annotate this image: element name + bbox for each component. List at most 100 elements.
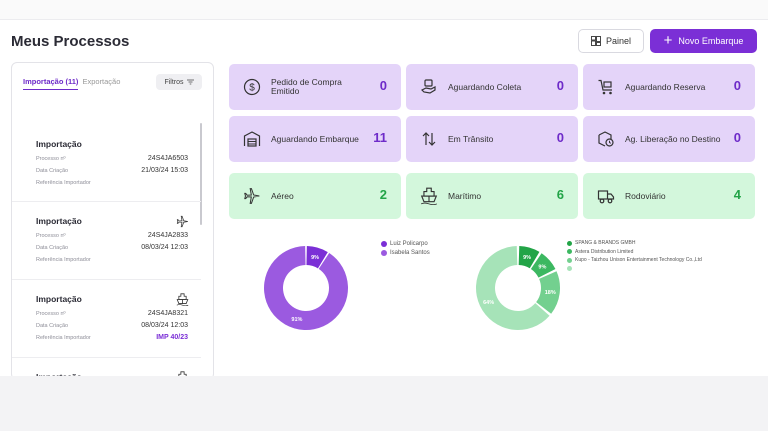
list-item[interactable]: Importação Processo nº 24S4JA8321 Data Cr…	[12, 280, 201, 358]
cart-icon	[597, 78, 615, 96]
processo-row: Processo nº 24S4JA2833	[36, 232, 188, 239]
data-label: 9%	[538, 265, 546, 271]
processo-row: Processo nº 24S4JA6503	[36, 155, 188, 162]
legend-label: Isabela Santos	[390, 249, 430, 256]
card-value: 2	[379, 187, 387, 202]
tab-importacao[interactable]: Importação (11)	[23, 77, 79, 90]
donut-slice[interactable]	[306, 246, 328, 269]
card-label: Marítimo	[448, 190, 482, 201]
card-value: 0	[733, 130, 741, 145]
data-value: 08/03/24 12:03	[141, 244, 188, 251]
data-row: Data Criação 21/03/24 15:03	[36, 167, 188, 174]
donut-chart-importadores: 9% 9% 18% 64%	[476, 246, 560, 330]
card-value: 0	[733, 78, 741, 93]
data-label: Data Criação	[36, 168, 69, 174]
plus-icon: +	[663, 31, 673, 49]
legend-label: Astera Distribution Limited	[575, 248, 634, 255]
top-strip	[0, 0, 768, 20]
ref-label: Referência Importador	[36, 335, 91, 341]
airplane-icon	[243, 187, 261, 205]
ref-row: Referência Importador IMP 40/23	[36, 334, 188, 341]
data-label: Data Criação	[36, 323, 69, 329]
legend-item: Kupo - Taizhou Unison Entertainment Tech…	[567, 256, 702, 265]
legend-item: SPANG & BRANDS GMBH	[567, 239, 702, 248]
tab-exportacao[interactable]: Exportação	[82, 77, 121, 86]
donut-chart-responsaveis: 9% 91%	[264, 246, 348, 330]
airplane-icon	[176, 215, 188, 228]
scrollbar[interactable]	[200, 123, 202, 225]
hand-box-icon	[420, 78, 438, 96]
donut-slice[interactable]	[536, 271, 560, 314]
data-label: 64%	[483, 300, 494, 306]
legend-dot	[381, 240, 387, 247]
card-ag-liberacao[interactable]: Ag. Liberação no Destino 0	[583, 116, 755, 162]
card-aguardando-reserva[interactable]: Aguardando Reserva 0	[583, 64, 755, 110]
card-rodoviario[interactable]: Rodoviário 4	[583, 173, 755, 219]
data-label: 18%	[545, 290, 556, 296]
item-title: Importação	[36, 216, 82, 226]
card-aguardando-embarque[interactable]: Aguardando Embarque 11	[229, 116, 401, 162]
item-title: Importação	[36, 294, 82, 304]
dollar-circle-icon: $	[243, 78, 261, 96]
donut-slice[interactable]	[476, 246, 550, 330]
data-label: Data Criação	[36, 245, 69, 251]
chart2-legend: SPANG & BRANDS GMBH Astera Distribution …	[567, 239, 702, 273]
card-label: Aéreo	[271, 190, 294, 201]
card-value: 6	[556, 187, 564, 202]
data-label: 91%	[291, 317, 302, 323]
card-label: Pedido de Compra Emitido	[271, 77, 342, 96]
legend-item: Luiz Policarpo	[381, 239, 430, 248]
ref-row: Referência Importador	[36, 257, 188, 263]
legend-item	[567, 265, 702, 274]
card-label: Aguardando Coleta	[448, 81, 522, 92]
process-list-panel: Importação (11) Exportação Filtros Impor…	[11, 62, 214, 380]
novo-embarque-button[interactable]: + Novo Embarque	[650, 29, 757, 53]
legend-dot	[567, 266, 572, 272]
warehouse-icon	[243, 130, 261, 148]
data-value: 21/03/24 15:03	[141, 167, 188, 174]
card-maritimo[interactable]: Marítimo 6	[406, 173, 578, 219]
processo-label: Processo nº	[36, 156, 66, 162]
card-label: Em Trânsito	[448, 133, 494, 144]
processo-row: Processo nº 24S4JA8321	[36, 310, 188, 317]
legend-label: SPANG & BRANDS GMBH	[575, 240, 636, 247]
page-title: Meus Processos	[11, 33, 130, 50]
card-label: Ag. Liberação no Destino	[625, 133, 721, 144]
list-item[interactable]: Importação Processo nº 24S4JA6503 Data Cr…	[12, 123, 201, 202]
card-value: 0	[379, 78, 387, 93]
painel-button[interactable]: Painel	[578, 29, 644, 53]
ref-label: Referência Importador	[36, 180, 91, 186]
data-value: 08/03/24 12:03	[141, 322, 188, 329]
bottom-area	[0, 376, 768, 431]
legend-label: Kupo - Taizhou Unison Entertainment Tech…	[575, 257, 702, 264]
card-pedido-compra[interactable]: $ Pedido de Compra Emitido 0	[229, 64, 401, 110]
tabs: Importação (11) Exportação	[23, 77, 120, 90]
chart1-legend: Luiz Policarpo Isabela Santos	[381, 239, 430, 257]
card-label: Aguardando Embarque	[271, 133, 359, 144]
svg-text:$: $	[249, 83, 255, 94]
item-title: Importação	[36, 139, 82, 149]
card-value: 0	[556, 78, 564, 93]
card-value: 11	[373, 130, 387, 145]
donut-slice[interactable]	[264, 246, 348, 330]
card-aereo[interactable]: Aéreo 2	[229, 173, 401, 219]
data-label: 9%	[311, 255, 319, 261]
card-aguardando-coleta[interactable]: Aguardando Coleta 0	[406, 64, 578, 110]
legend-dot	[381, 249, 387, 256]
filter-button[interactable]: Filtros	[156, 74, 202, 90]
card-em-transito[interactable]: Em Trânsito 0	[406, 116, 578, 162]
card-value: 4	[733, 187, 741, 202]
ref-row: Referência Importador	[36, 180, 188, 186]
donut-slice[interactable]	[518, 246, 540, 269]
dashboard-icon	[591, 36, 601, 46]
legend-label: Luiz Policarpo	[390, 240, 428, 247]
ref-value: IMP 40/23	[156, 334, 188, 341]
box-clock-icon	[597, 130, 615, 148]
list-item[interactable]: Importação Processo nº 24S4JA2833 Data Cr…	[12, 202, 201, 280]
donut-slice[interactable]	[530, 253, 556, 278]
legend-dot	[567, 257, 572, 263]
processo-value: 24S4JA8321	[147, 310, 188, 317]
truck-icon	[597, 187, 615, 205]
main-content: Meus Processos Painel + Novo Embarque Im…	[0, 20, 768, 380]
data-label: 9%	[523, 255, 531, 261]
